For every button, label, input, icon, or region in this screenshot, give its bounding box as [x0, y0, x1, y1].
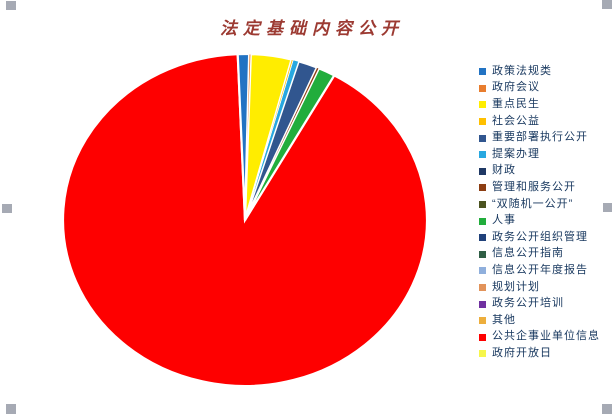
legend-swatch	[479, 118, 486, 126]
legend-item[interactable]: 政务公开组织管理	[479, 229, 600, 246]
chart-legend: 政策法规类政府会议重点民生社会公益重要部署执行公开 提案办理财政管理和服务公开 “双…	[479, 63, 600, 362]
selection-handle-middle-left[interactable]	[2, 204, 12, 213]
legend-label: 公共企事业单位信息	[492, 330, 600, 343]
legend-label: 政务公开培训	[492, 297, 564, 310]
pie-slice[interactable]	[244, 59, 294, 221]
selection-handle-bottom-left[interactable]	[6, 404, 16, 414]
legend-item[interactable]: 提案办理	[479, 146, 600, 163]
legend-label: 重要部署执行公开	[492, 131, 588, 144]
legend-swatch	[479, 300, 486, 308]
legend-swatch	[479, 101, 486, 109]
legend-swatch	[479, 333, 486, 341]
legend-swatch	[479, 167, 486, 175]
legend-swatch	[479, 284, 486, 292]
legend-label: 信息公开指南	[492, 247, 564, 260]
legend-item[interactable]: 人事	[479, 212, 600, 229]
legend-label: 管理和服务公开	[492, 180, 576, 193]
legend-swatch	[479, 184, 486, 192]
legend-swatch	[479, 250, 486, 258]
legend-label: 信息公开年度报告	[492, 263, 588, 276]
legend-label: 提案办理	[492, 147, 540, 160]
legend-label: 社会公益	[492, 114, 540, 127]
legend-swatch	[479, 267, 486, 275]
legend-swatch	[479, 68, 486, 76]
legend-label: 政策法规类	[492, 64, 552, 77]
legend-item[interactable]: 规划计划	[479, 279, 600, 296]
selection-handle-top-left[interactable]	[6, 1, 16, 10]
pie-chart[interactable]	[55, 46, 437, 396]
legend-item[interactable]: 社会公益	[479, 113, 600, 130]
legend-item[interactable]: 重点民生	[479, 96, 600, 113]
legend-item[interactable]: 政务公开培训	[479, 295, 600, 312]
legend-swatch	[479, 201, 486, 209]
legend-label: 人事	[492, 214, 516, 227]
legend-swatch	[479, 134, 486, 142]
legend-label: 其他	[492, 313, 516, 326]
legend-swatch	[479, 84, 486, 92]
legend-item[interactable]: “双随机一公开”	[479, 196, 600, 213]
legend-label: 政府会议	[492, 81, 540, 94]
legend-item[interactable]: 政策法规类	[479, 63, 600, 80]
legend-label: 政务公开组织管理	[492, 230, 588, 243]
legend-item[interactable]: 财政	[479, 163, 600, 180]
legend-label: “双随机一公开”	[492, 197, 574, 210]
legend-swatch	[479, 234, 486, 242]
legend-item[interactable]: 政府开放日	[479, 345, 600, 362]
chart-title[interactable]: 法定基础内容公开	[220, 19, 404, 39]
legend-label: 财政	[492, 164, 516, 177]
pie-slice[interactable]	[244, 66, 320, 221]
legend-item[interactable]: 重要部署执行公开	[479, 129, 600, 146]
legend-item[interactable]: 其他	[479, 312, 600, 329]
legend-label: 重点民生	[492, 97, 540, 110]
legend-item[interactable]: 信息公开年度报告	[479, 262, 600, 279]
legend-item[interactable]: 政府会议	[479, 80, 600, 97]
selection-handle-middle-right[interactable]	[603, 203, 612, 212]
legend-label: 政府开放日	[492, 346, 552, 359]
legend-swatch	[479, 151, 486, 159]
legend-item[interactable]: 管理和服务公开	[479, 179, 600, 196]
selection-handle-top-right[interactable]	[602, 0, 612, 9]
selection-handle-bottom-right[interactable]	[602, 404, 612, 414]
legend-item[interactable]: 公共企事业单位信息	[479, 329, 600, 346]
pie-slice[interactable]	[244, 53, 252, 221]
legend-swatch	[479, 350, 486, 358]
legend-item[interactable]: 信息公开指南	[479, 246, 600, 263]
legend-swatch	[479, 317, 486, 325]
legend-swatch	[479, 217, 486, 225]
legend-label: 规划计划	[492, 280, 540, 293]
